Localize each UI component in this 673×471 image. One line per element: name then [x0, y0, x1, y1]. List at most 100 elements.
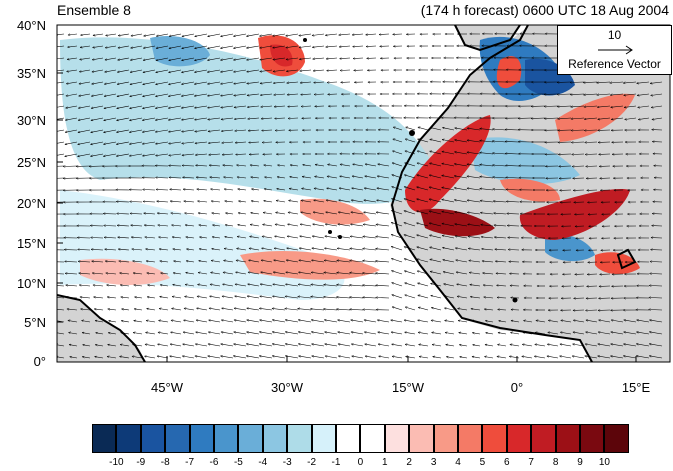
wind-arrow: [363, 224, 377, 227]
wind-arrow: [442, 212, 455, 215]
wind-arrow: [155, 81, 169, 84]
wind-arrow: [277, 165, 286, 166]
wind-arrow: [120, 345, 130, 347]
colorbar-cell: [336, 424, 361, 453]
wind-arrow: [404, 320, 416, 323]
wind-arrow: [480, 129, 494, 131]
colorbar-cell: [165, 424, 190, 453]
wind-arrow: [90, 153, 104, 156]
wind-arrow: [492, 153, 507, 154]
wind-arrow: [352, 356, 364, 359]
wind-arrow: [238, 189, 247, 190]
wind-arrow: [468, 248, 481, 251]
wind-arrow: [337, 320, 351, 323]
wind-arrow: [301, 106, 312, 107]
blue-anomaly: [470, 137, 580, 185]
wind-arrow: [106, 273, 117, 274]
wind-arrow: [458, 308, 468, 311]
wind-arrow: [207, 69, 221, 72]
wind-arrow: [186, 249, 195, 250]
wind-arrow: [185, 225, 195, 226]
wind-arrow: [611, 105, 624, 107]
wind-arrow: [233, 69, 247, 72]
lat-label: 10°N: [16, 276, 46, 291]
wind-arrow: [498, 333, 507, 335]
wind-arrow: [275, 130, 286, 131]
wind-arrow: [238, 201, 247, 202]
colorbar-label: 4: [455, 457, 461, 468]
wind-arrow: [637, 93, 650, 95]
wind-arrow: [145, 332, 156, 335]
wind-arrow: [442, 164, 455, 167]
wind-arrow: [337, 248, 351, 251]
wind-arrow: [221, 332, 234, 335]
wind-arrow: [417, 151, 429, 155]
colorbar-label: -10: [109, 457, 124, 468]
wind-arrow: [182, 45, 195, 48]
wind-arrow: [311, 272, 325, 275]
wind-arrow: [210, 189, 221, 190]
red-anomaly: [270, 44, 293, 67]
wind-arrow: [298, 332, 312, 335]
island: [328, 230, 332, 234]
wind-arrow: [377, 188, 390, 191]
wind-arrow: [301, 212, 312, 215]
wind-arrow: [134, 309, 143, 310]
wind-arrow: [314, 94, 325, 95]
colorbar-label: 0: [357, 457, 364, 468]
wind-arrow: [120, 285, 130, 286]
wind-arrow: [108, 345, 117, 347]
wind-arrow: [324, 272, 338, 275]
wind-arrow: [480, 213, 494, 215]
wind-arrow: [313, 224, 325, 227]
wind-arrow: [323, 309, 338, 311]
wind-arrow: [158, 237, 169, 238]
wind-arrow: [497, 356, 507, 359]
wind-arrow: [405, 307, 416, 311]
wind-arrow: [155, 117, 169, 120]
wind-arrow: [91, 117, 104, 120]
wind-arrow: [238, 225, 247, 227]
wind-arrow: [610, 356, 624, 359]
wind-arrow: [522, 344, 533, 347]
wind-arrow: [651, 93, 663, 96]
wind-arrow: [274, 248, 286, 251]
wind-arrow: [417, 199, 429, 203]
wind-arrow: [326, 212, 338, 215]
wind-arrow: [586, 320, 598, 323]
wind-arrow: [623, 356, 637, 359]
wind-arrow: [378, 344, 390, 347]
wind-arrow: [199, 225, 208, 226]
wind-arrow: [158, 332, 169, 335]
wind-arrow: [181, 105, 195, 108]
wind-arrow: [118, 57, 130, 60]
wind-arrow: [93, 45, 104, 48]
wind-arrow: [363, 236, 377, 239]
lon-label: 30°W: [271, 380, 303, 395]
colorbar-cell: [189, 424, 214, 453]
wind-arrow: [506, 177, 520, 178]
wind-arrow: [272, 332, 286, 335]
wind-arrow: [129, 117, 143, 120]
wind-arrow: [584, 130, 598, 131]
wind-arrow: [454, 200, 468, 203]
wind-arrow: [225, 237, 234, 239]
wind-arrow: [314, 176, 325, 179]
wind-arrow: [196, 177, 208, 178]
wind-arrow: [220, 69, 234, 72]
lon-label: 0°: [510, 380, 524, 395]
wind-arrow: [259, 320, 273, 323]
wind-arrow: [221, 129, 234, 131]
wind-arrow: [585, 142, 598, 143]
wind-arrow: [156, 33, 169, 36]
colorbar-cell: [360, 424, 385, 453]
wind-arrow: [404, 271, 416, 275]
wind-arrow: [80, 297, 91, 298]
wind-arrow: [497, 297, 507, 298]
wind-arrow: [405, 151, 416, 155]
island: [512, 297, 518, 303]
wind-arrow: [121, 309, 130, 310]
wind-arrow: [298, 344, 312, 347]
wind-arrow: [144, 213, 156, 214]
wind-arrow: [147, 273, 156, 274]
